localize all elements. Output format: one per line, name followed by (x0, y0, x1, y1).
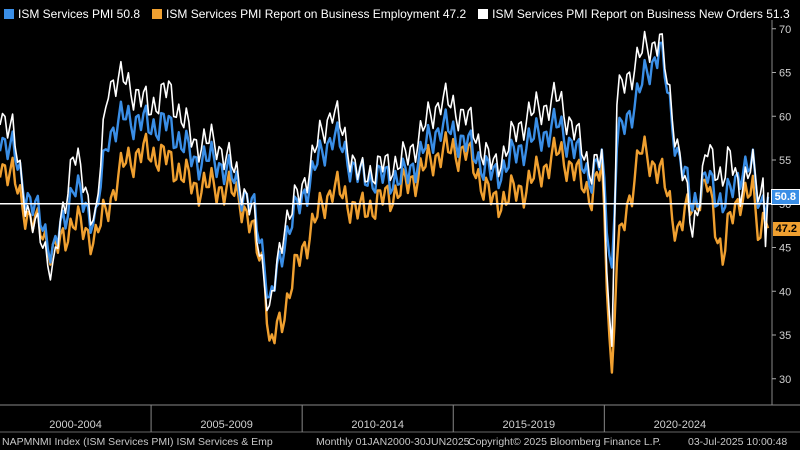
last-value-tag-employment: 47.2 (772, 222, 800, 237)
x-period-label-2: 2010-2014 (351, 419, 404, 431)
series-line-pmi (0, 41, 770, 299)
legend-label-pmi: ISM Services PMI 50.8 (18, 7, 141, 21)
last-value-tag-pmi: 50.8 (770, 188, 800, 205)
y-tick-label-35: 35 (779, 330, 791, 342)
x-period-label-1: 2005-2009 (200, 419, 253, 431)
legend-label-employment: ISM Services PMI Report on Business Empl… (166, 7, 467, 21)
footer-range: Monthly 01JAN2000-30JUN2025 (316, 436, 470, 448)
x-period-label-4: 2020-2024 (654, 419, 707, 431)
y-tick-label-55: 55 (779, 155, 791, 167)
y-tick-label-65: 65 (779, 68, 791, 80)
legend-item-pmi: ISM Services PMI 50.8 (4, 7, 140, 21)
legend-swatch-employment (152, 9, 163, 19)
series-line-new-orders (0, 30, 769, 348)
footer-copyright: Copyright© 2025 Bloomberg Finance L.P. (468, 436, 662, 448)
y-tick-label-70: 70 (779, 24, 791, 36)
y-tick-label-40: 40 (779, 286, 791, 298)
legend-item-new-orders: ISM Services PMI Report on Business New … (478, 7, 790, 21)
footer-timestamp: 03-Jul-2025 10:00:48 (688, 436, 788, 448)
y-tick-label-45: 45 (779, 243, 791, 255)
legend-label-new-orders: ISM Services PMI Report on Business New … (492, 7, 790, 21)
y-tick-label-60: 60 (779, 111, 791, 123)
footer: NAPMNMI Index (ISM Services PMI) ISM Ser… (0, 434, 800, 450)
y-tick-label-30: 30 (779, 374, 791, 386)
legend-swatch-new-orders (478, 9, 489, 19)
legend: ISM Services PMI 50.8 ISM Services PMI R… (4, 5, 790, 23)
x-period-label-3: 2015-2019 (502, 419, 555, 431)
footer-ticker: NAPMNMI Index (ISM Services PMI) ISM Ser… (2, 436, 273, 448)
x-period-label-0: 2000-2004 (49, 419, 102, 431)
legend-item-employment: ISM Services PMI Report on Business Empl… (152, 7, 466, 21)
series-line-employment (0, 131, 770, 374)
legend-swatch-pmi (4, 9, 14, 19)
